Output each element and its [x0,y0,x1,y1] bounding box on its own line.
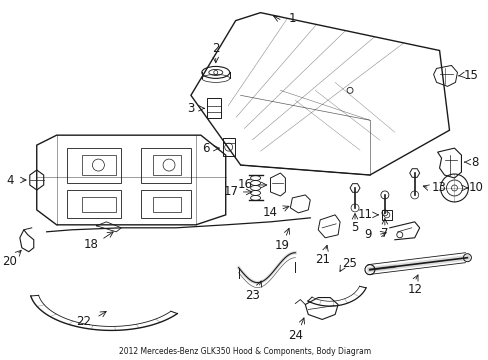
Text: 24: 24 [287,329,302,342]
Text: 23: 23 [244,289,260,302]
Text: 11: 11 [357,208,372,221]
Text: 10: 10 [468,181,483,194]
Text: 12: 12 [407,283,421,296]
Text: 6: 6 [202,141,209,155]
Text: 16: 16 [238,179,253,192]
Bar [141,148,190,183]
Text: 18: 18 [84,238,99,251]
Text: 9: 9 [364,228,371,241]
Bar [223,138,234,156]
Bar [153,197,181,212]
Text: 5: 5 [350,221,358,234]
Text: 14: 14 [263,206,277,219]
Text: 3: 3 [187,102,194,115]
Bar [66,148,121,183]
Bar [141,190,190,218]
Bar [81,197,116,212]
Bar [66,190,121,218]
Bar [81,155,116,175]
Bar [153,155,181,175]
Text: 13: 13 [431,181,446,194]
Text: 2: 2 [212,42,219,55]
Text: 21: 21 [314,253,329,266]
Text: 2012 Mercedes-Benz GLK350 Hood & Components, Body Diagram: 2012 Mercedes-Benz GLK350 Hood & Compone… [118,347,370,356]
Text: 8: 8 [471,156,478,168]
Bar [206,98,220,118]
Text: 22: 22 [76,315,91,328]
Text: 19: 19 [274,239,289,252]
Text: 20: 20 [2,255,17,268]
Text: 1: 1 [288,12,296,25]
Text: 17: 17 [223,185,238,198]
Text: 7: 7 [380,227,388,240]
Text: 25: 25 [342,257,357,270]
Bar [381,210,391,220]
Text: 4: 4 [6,174,14,186]
Text: 15: 15 [463,69,478,82]
